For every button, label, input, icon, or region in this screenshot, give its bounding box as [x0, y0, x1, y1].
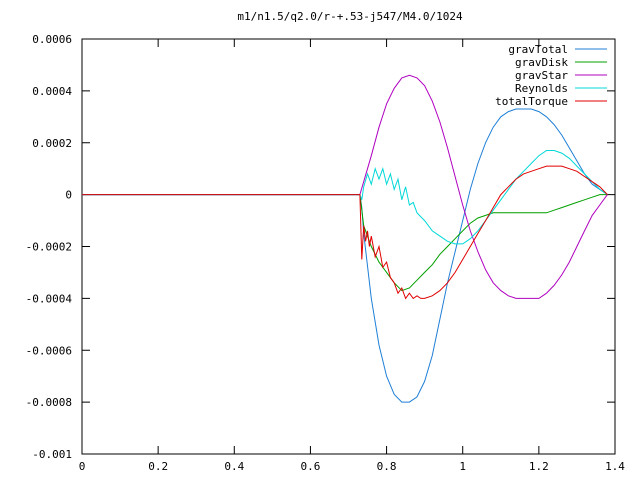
- legend: gravTotalgravDiskgravStarReynoldstotalTo…: [495, 43, 607, 108]
- x-tick-label: 1.2: [529, 460, 549, 473]
- y-tick-label: -0.001: [32, 448, 72, 461]
- y-tick-label: 0.0006: [32, 33, 72, 46]
- y-tick-label: -0.0002: [26, 241, 72, 254]
- legend-label: totalTorque: [495, 95, 568, 108]
- legend-label: gravTotal: [508, 43, 568, 56]
- y-tick-label: 0: [65, 189, 72, 202]
- series-line-gravDisk: [82, 194, 608, 292]
- chart-title: m1/n1.5/q2.0/r-+.53-j547/M4.0/1024: [237, 10, 463, 23]
- x-tick-label: 0.4: [224, 460, 244, 473]
- series-line-gravTotal: [82, 108, 608, 403]
- x-tick-label: 1.4: [605, 460, 625, 473]
- series-lines: [82, 74, 608, 403]
- legend-label: Reynolds: [515, 82, 568, 95]
- x-tick-label: 1: [459, 460, 466, 473]
- y-tick-label: 0.0004: [32, 85, 72, 98]
- legend-label: gravStar: [515, 69, 568, 82]
- series-line-Reynolds: [82, 150, 608, 245]
- y-tick-label: -0.0004: [26, 292, 73, 305]
- legend-label: gravDisk: [515, 56, 568, 69]
- x-tick-label: 0.8: [377, 460, 397, 473]
- series-line-gravStar: [82, 74, 608, 299]
- y-tick-label: -0.0006: [26, 344, 72, 357]
- x-tick-label: 0: [79, 460, 86, 473]
- x-tick-label: 0.6: [300, 460, 320, 473]
- x-axis: 0 0.2 0.4 0.6 0.8 1 1.2 1.4: [79, 39, 625, 473]
- x-tick-label: 0.2: [148, 460, 168, 473]
- y-tick-label: 0.0002: [32, 137, 72, 150]
- y-tick-label: -0.0008: [26, 396, 72, 409]
- series-line-totalTorque: [82, 165, 608, 300]
